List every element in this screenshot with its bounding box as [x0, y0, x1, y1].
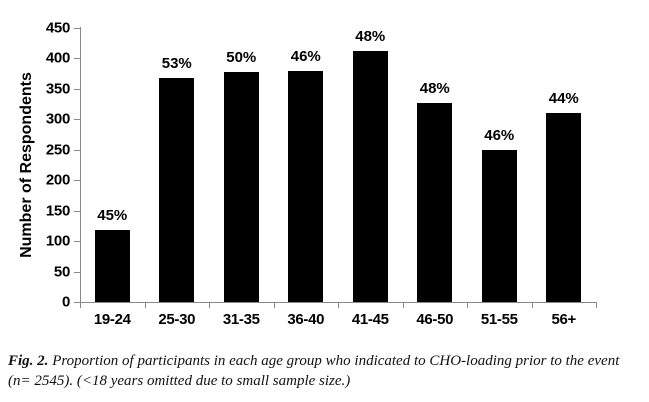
y-axis-tick	[74, 88, 80, 90]
y-axis-tick	[74, 58, 80, 60]
y-axis-tick	[74, 302, 80, 303]
y-axis-tick	[74, 119, 80, 121]
y-axis-tick-label: 250	[45, 141, 70, 159]
x-axis-tick	[531, 303, 533, 308]
x-axis-category-label: 19-24	[93, 311, 131, 328]
x-axis-category-label: 41-45	[351, 311, 389, 328]
bar-41-45	[352, 50, 388, 302]
x-axis-tick	[402, 303, 404, 308]
y-axis-tick	[74, 180, 80, 182]
bar-value-label: 46%	[290, 47, 321, 65]
bar-25-30	[159, 77, 195, 302]
y-axis-title: Number of Respondents	[18, 72, 35, 258]
y-axis-tick-label: 300	[45, 110, 70, 128]
y-axis-tick-label: 50	[53, 263, 70, 281]
bar-value-label: 44%	[548, 90, 579, 108]
bar-value-label: 48%	[419, 79, 450, 97]
bar-19-24	[94, 229, 130, 302]
figure-caption: Fig. 2. Proportion of participants in ea…	[8, 352, 644, 392]
y-axis-tick-label: 350	[45, 80, 70, 98]
x-axis-category-label: 56+	[551, 311, 577, 328]
y-axis-tick-label: 150	[45, 202, 70, 220]
bar-value-label: 46%	[484, 126, 515, 144]
x-axis-tick	[338, 303, 339, 308]
y-axis-tick-label: 200	[45, 171, 70, 189]
y-axis-tick	[74, 149, 80, 151]
caption-fig-label: Fig. 2.	[8, 353, 49, 369]
y-axis-tick-label: 450	[45, 19, 70, 37]
bar-31-35	[223, 71, 259, 302]
y-axis-tick-label: 100	[45, 232, 70, 250]
bar-value-label: 45%	[97, 206, 128, 224]
y-axis-tick-label: 400	[45, 49, 70, 67]
bar-value-label: 48%	[355, 27, 386, 45]
bar-value-label: 50%	[226, 48, 257, 66]
y-axis-tick	[74, 210, 80, 212]
y-axis-tick	[74, 241, 80, 243]
x-axis-category-label: 31-35	[222, 311, 260, 328]
x-axis-category-label: 36-40	[287, 311, 325, 328]
x-axis-category-label: 25-30	[158, 311, 196, 328]
y-axis-tick	[74, 28, 80, 29]
x-axis-tick	[144, 303, 146, 308]
x-axis-tick	[209, 303, 210, 308]
x-axis-line	[80, 302, 597, 303]
bar-46-50	[417, 102, 453, 302]
y-axis-tick	[74, 271, 80, 273]
bar-51-55	[481, 149, 517, 302]
x-axis-category-label: 46-50	[416, 311, 454, 328]
x-axis-category-label: 51-55	[480, 311, 518, 328]
x-axis-tick	[467, 303, 468, 308]
x-axis-tick	[273, 303, 275, 308]
x-axis-tick	[596, 303, 597, 308]
y-axis-line	[80, 27, 81, 303]
y-axis-tick-label: 0	[61, 293, 70, 311]
bar-36-40	[288, 70, 324, 302]
bar-value-label: 53%	[161, 54, 192, 72]
caption-text: Proportion of participants in each age g…	[8, 353, 620, 389]
bar-56+	[546, 113, 582, 302]
x-axis-tick	[80, 303, 81, 308]
